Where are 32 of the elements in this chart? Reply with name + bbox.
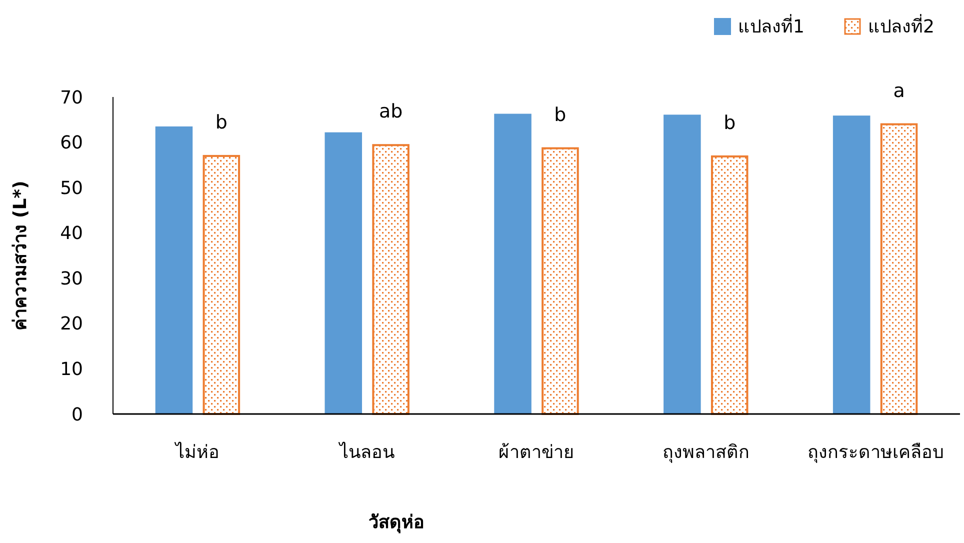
annotation: b bbox=[724, 112, 736, 134]
y-tick-label: 30 bbox=[60, 268, 83, 290]
y-tick-label: 60 bbox=[60, 132, 83, 154]
bar bbox=[832, 116, 870, 414]
bar bbox=[324, 132, 362, 414]
bar bbox=[494, 114, 532, 414]
bar bbox=[710, 155, 748, 415]
x-tick-label: ถุงกระดาษเคลือบ bbox=[807, 442, 944, 463]
x-tick-label: ถุงพลาสติก bbox=[662, 442, 750, 463]
y-tick-label: 20 bbox=[60, 314, 83, 335]
y-tick-label: 50 bbox=[60, 178, 83, 199]
y-tick-label: 40 bbox=[60, 223, 83, 244]
x-tick-label: ผ้าตาข่าย bbox=[498, 442, 574, 463]
bar bbox=[202, 154, 240, 415]
bar bbox=[664, 114, 701, 414]
y-tick-label: 10 bbox=[60, 359, 83, 380]
annotation: b bbox=[554, 104, 566, 126]
y-axis-title: ค่าความสว่าง (L*) bbox=[10, 180, 31, 330]
x-tick-label: ไม่ห่อ bbox=[174, 441, 220, 463]
bar bbox=[542, 147, 579, 415]
y-tick-label: 70 bbox=[60, 87, 83, 108]
x-axis-title: วัสดุห่อ bbox=[368, 512, 424, 534]
y-tick-label: 0 bbox=[72, 404, 83, 426]
legend-label: แปลงที่1 bbox=[738, 13, 804, 38]
bar bbox=[155, 126, 193, 414]
annotation: b bbox=[215, 112, 228, 134]
annotation: ab bbox=[378, 100, 403, 123]
legend-label: แปลงที่2 bbox=[868, 13, 934, 38]
bar bbox=[880, 123, 918, 415]
annotation: a bbox=[893, 80, 905, 102]
bar bbox=[372, 144, 410, 415]
x-tick-label: ไนลอน bbox=[338, 441, 395, 463]
